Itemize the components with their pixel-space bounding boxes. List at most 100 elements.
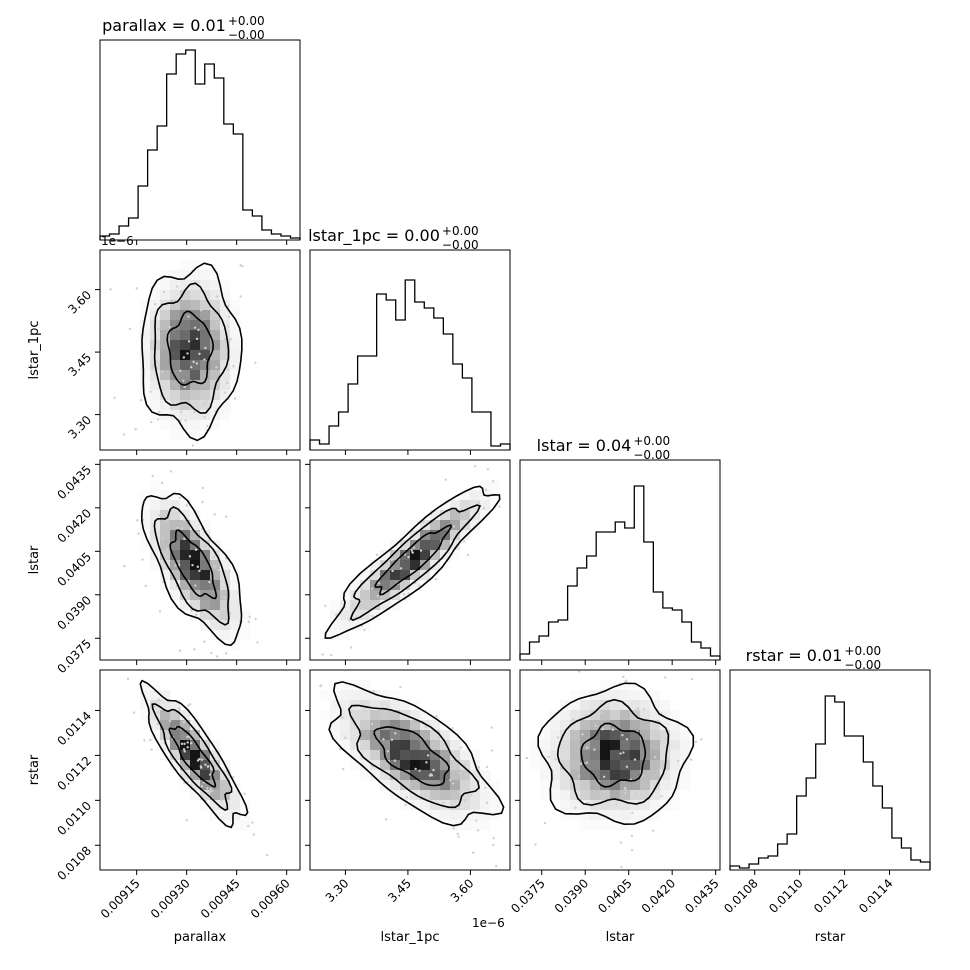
sample-point [486,468,489,471]
sample-point [593,748,596,751]
density-cell [590,790,601,801]
density-cell [380,550,391,561]
density-cell [200,580,211,591]
sample-point [402,592,406,596]
density-cell [660,740,671,751]
density-cell [230,820,241,831]
density-cell [460,780,471,791]
density-cell [360,690,371,701]
sample-point [301,696,303,698]
sample-point [407,592,410,595]
density-cell [460,490,471,501]
sample-point [556,736,560,739]
sample-point [630,848,634,852]
density-cell [660,750,671,761]
density-cell [230,630,241,641]
density-cell [230,600,241,611]
sample-point [424,726,427,729]
density-cell [180,310,191,321]
density-cell [150,480,161,491]
sample-point [203,415,206,418]
density-cell [180,750,191,761]
sample-point [449,779,452,782]
sample-point [209,787,212,791]
sample-point [226,368,229,371]
density-cell [650,720,661,731]
density-cell [200,300,211,311]
sample-point [213,513,217,516]
sample-point [525,756,529,760]
sample-point [351,603,355,606]
density-cell [600,710,611,721]
density-cell [540,790,551,801]
sample-point [477,501,480,504]
histogram-parallax: parallax = 0.01 +0.00−0.00 [99,14,301,241]
density-cell [230,330,241,341]
density-cell [160,720,171,731]
density-cell [140,690,151,701]
sample-point [622,751,625,754]
density-cell [540,730,551,741]
density-cell [430,520,441,531]
sample-point [492,836,495,840]
sample-point [215,321,218,324]
density-cell [630,700,641,711]
sample-point [160,370,164,374]
density-cell [180,270,191,281]
sample-point [464,763,467,766]
sample-point [224,557,228,560]
density-cell [390,780,401,791]
sample-point [190,609,193,612]
sample-point [490,726,493,729]
density-cell [150,540,161,551]
sample-point [175,285,179,288]
sample-point [457,835,460,838]
density-cell [160,270,171,281]
sample-point [633,758,637,761]
sample-point [624,788,627,791]
density-cell [170,710,181,721]
contour-level-1 [580,722,647,788]
sample-point [204,346,207,350]
sample-point [641,774,645,777]
density-cell [200,270,211,281]
density-cell [550,760,561,771]
panel-frame [309,459,511,661]
density-cell [160,310,171,321]
density-cell [330,720,341,731]
sample-point [254,617,257,621]
density-cell [680,750,691,761]
density-cell [580,710,591,721]
density-cell [430,760,441,771]
density-cell [410,530,421,541]
xaxis-lstar_1pc-row3: 3.30 3.45 3.60 [323,870,477,905]
density-cell [190,260,201,271]
density-cell [210,760,221,771]
sample-point [224,618,228,621]
density-cell [400,760,411,771]
density-cell [620,740,631,751]
density-cell [230,640,241,651]
density-cell [560,700,571,711]
density-cell [660,720,671,731]
density-cell [570,720,581,731]
sample-point [191,444,195,447]
sample-point [620,865,623,869]
density-cell [640,740,651,751]
density-cell [170,420,181,431]
sample-point [193,648,196,651]
histogram-steps [309,279,511,450]
sample-point [232,776,235,779]
xlabel-lstar_1pc: lstar_1pc [381,930,440,945]
density-cell [190,270,201,281]
sample-point [622,675,625,679]
density-cell [390,740,401,751]
density-cell [200,560,211,571]
sample-point [172,712,175,715]
density-cell [170,740,181,751]
density-cell [350,720,361,731]
density-cell [430,810,441,821]
density-cell [190,370,201,381]
density-cell [170,500,181,511]
sample-point [321,653,324,656]
